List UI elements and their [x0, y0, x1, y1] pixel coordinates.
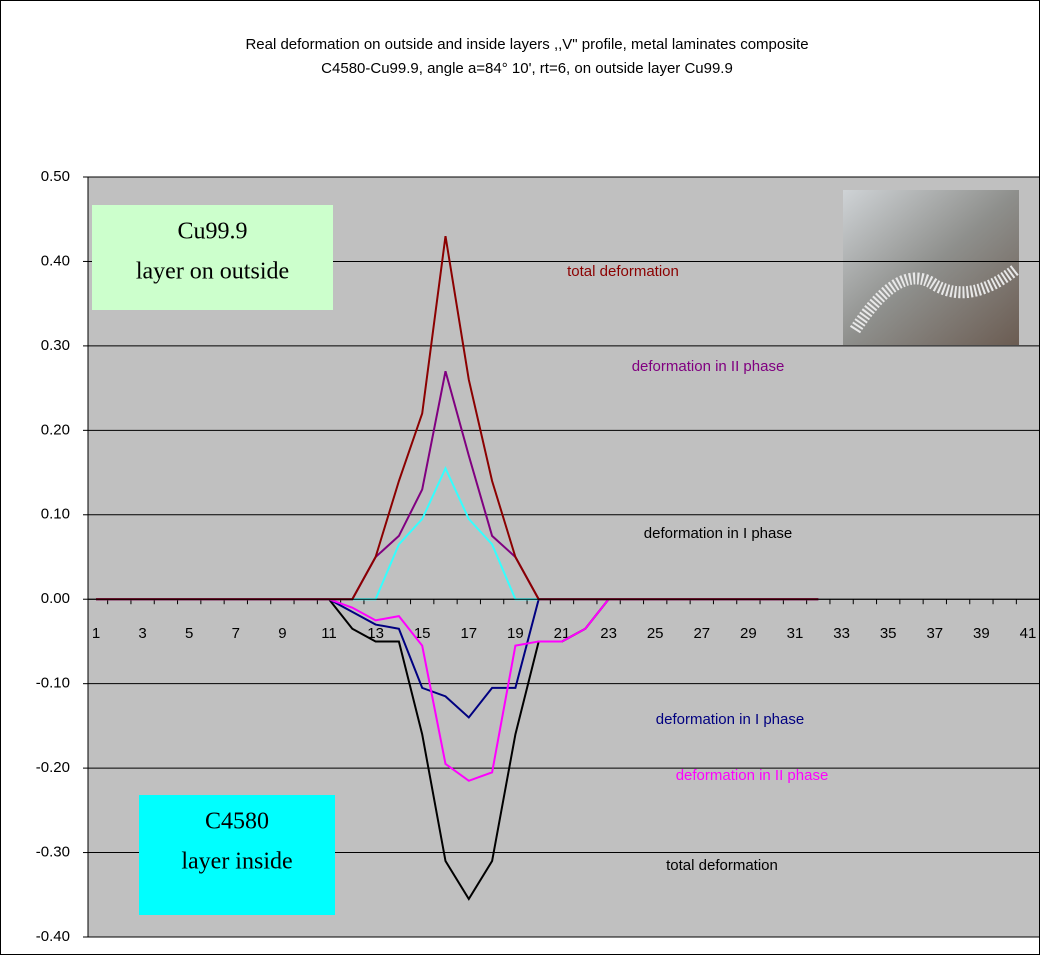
- y-tick-label: -0.30: [36, 844, 70, 861]
- text-box: [139, 795, 335, 915]
- x-tick-label: 23: [600, 625, 617, 642]
- series-label: total deformation: [666, 857, 778, 874]
- y-tick-label: 0.50: [41, 168, 70, 185]
- x-tick-label: 21: [554, 625, 571, 642]
- x-tick-label: 17: [460, 625, 477, 642]
- x-tick-label: 7: [232, 625, 240, 642]
- x-tick-label: 25: [647, 625, 664, 642]
- y-tick-label: 0.00: [41, 590, 70, 607]
- x-tick-label: 19: [507, 625, 524, 642]
- text-box-line: layer on outside: [136, 259, 289, 285]
- x-tick-label: 5: [185, 625, 193, 642]
- series-label: deformation in I phase: [656, 711, 804, 728]
- y-tick-label: -0.10: [36, 675, 70, 692]
- x-tick-label: 13: [367, 625, 384, 642]
- series-label: deformation in II phase: [632, 358, 785, 375]
- chart-title: C4580-Cu99.9, angle a=84° 10', rt=6, on …: [321, 60, 733, 77]
- y-tick-label: 0.30: [41, 337, 70, 354]
- x-tick-label: 11: [321, 625, 337, 642]
- y-tick-label: 0.40: [41, 252, 70, 269]
- y-tick-label: -0.20: [36, 759, 70, 776]
- x-tick-label: 33: [833, 625, 850, 642]
- text-box: [92, 205, 333, 310]
- text-box-line: C4580: [205, 809, 269, 835]
- photo: [843, 190, 1019, 345]
- text-box-line: layer inside: [181, 849, 292, 875]
- x-tick-label: 37: [926, 625, 943, 642]
- x-tick-label: 29: [740, 625, 757, 642]
- x-tick-label: 1: [92, 625, 100, 642]
- x-tick-label: 35: [880, 625, 897, 642]
- x-tick-label: 9: [278, 625, 286, 642]
- series-label: total deformation: [567, 263, 679, 280]
- x-tick-label: 3: [138, 625, 146, 642]
- series-label: deformation in I phase: [644, 525, 792, 542]
- series-label: deformation in II phase: [676, 767, 829, 784]
- x-tick-label: 39: [973, 625, 990, 642]
- x-tick-label: 15: [414, 625, 431, 642]
- y-tick-label: -0.40: [36, 928, 70, 945]
- x-tick-label: 41: [1020, 625, 1037, 642]
- chart-title: Real deformation on outside and inside l…: [245, 36, 808, 53]
- y-tick-label: 0.20: [41, 421, 70, 438]
- x-tick-label: 31: [787, 625, 804, 642]
- x-tick-label: 27: [693, 625, 710, 642]
- text-box-line: Cu99.9: [177, 219, 247, 245]
- y-tick-label: 0.10: [41, 506, 70, 523]
